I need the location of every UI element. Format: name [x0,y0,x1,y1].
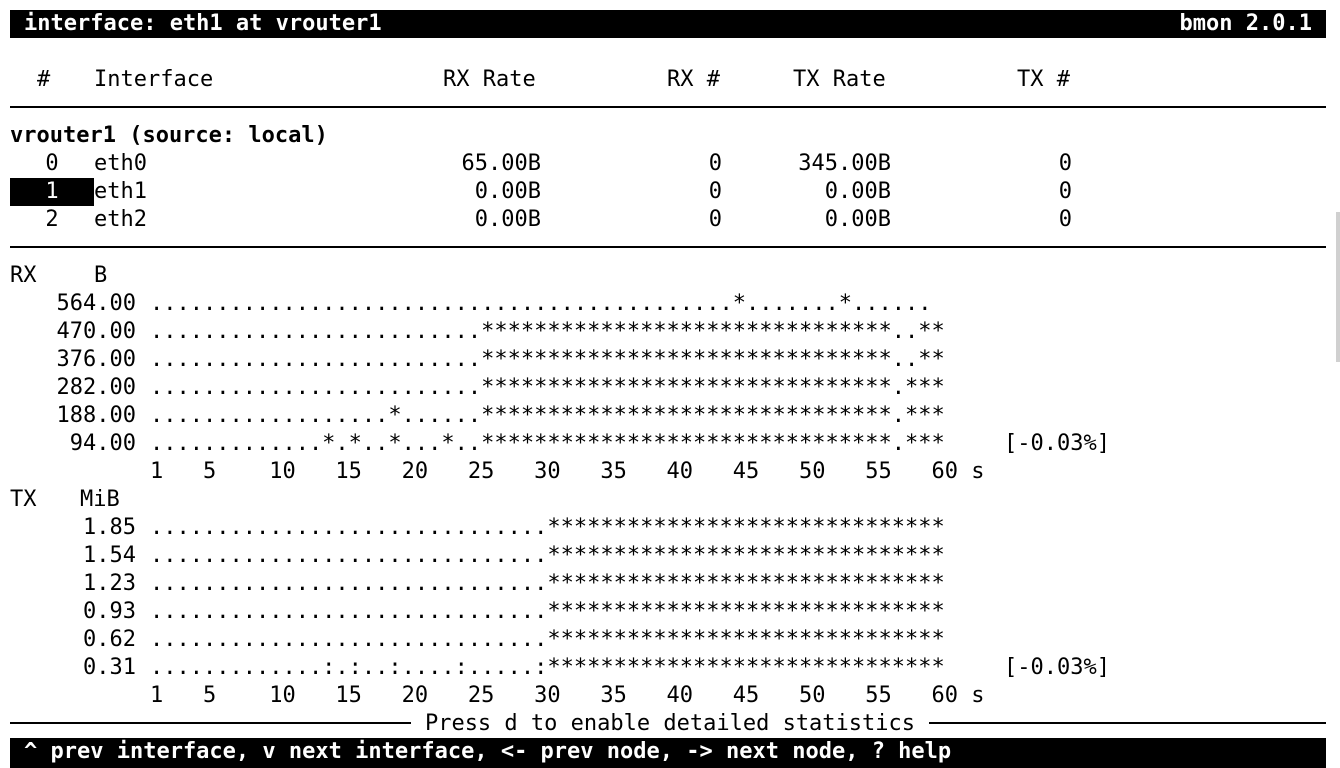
rx-graph-unit: B [94,263,108,288]
table-header: # Interface RX Rate RX # TX Rate TX # [10,66,1326,94]
interface-index: 2 [45,207,59,232]
interface-rx-count: 0 [708,151,722,176]
interface-index: 0 [45,151,59,176]
rx-y-label: 376.00 [56,347,136,372]
help-bar: ^ prev interface, v next interface, <- p… [10,738,1326,768]
interface-tx-rate: 0.00B [824,207,891,232]
hint: Press d to enable detailed statistics [0,710,1340,738]
tx-y-label: 1.54 [83,543,136,568]
rx-plot-row: ........................................… [150,291,932,316]
rx-graph-row: 282.00 .........................*********… [10,374,1326,402]
tx-graph-header: TX MiB [10,486,310,514]
tx-graph-row: 1.54 ..............................******… [10,542,1326,570]
rx-graph-row: 94.00 .............*.*..*...*..**********… [10,430,1326,458]
rx-plot-row: .............*.*..*...*..***************… [150,431,945,456]
tx-graph-row: 0.93 ..............................******… [10,598,1326,626]
tx-graph-unit: MiB [80,487,120,512]
tx-change-percent: [-0.03%] [1004,655,1110,680]
app-version: bmon 2.0.1 [1179,11,1312,36]
rx-y-label: 564.00 [56,291,136,316]
tx-graph-x-axis: 1 5 10 15 20 25 30 35 40 45 50 55 60 s [150,683,985,708]
tx-graph-row: 1.23 ..............................******… [10,570,1326,598]
tx-plot-row: ..............................**********… [150,515,945,540]
interface-rx-count: 0 [708,179,722,204]
interface-name: eth2 [94,207,147,232]
rx-plot-row: ..................*......***************… [150,403,945,428]
tx-y-label: 0.93 [83,599,136,624]
tx-graph-row: 1.85 ..............................******… [10,514,1326,542]
rx-plot-row: .........................***************… [150,319,945,344]
interface-tx-count: 0 [1058,207,1072,232]
rx-plot-row: .........................***************… [150,347,945,372]
help-text: ^ prev interface, v next interface, <- p… [24,739,952,764]
tx-y-label: 1.85 [83,515,136,540]
tx-y-label: 0.62 [83,627,136,652]
rx-graph-row: 470.00 .........................*********… [10,318,1326,346]
title-bar: interface: eth1 at vrouter1 bmon 2.0.1 [10,10,1326,38]
divider [10,106,1326,108]
tx-graph-label: TX [10,487,37,512]
rx-change-percent: [-0.03%] [1004,431,1110,456]
rx-graph-x-axis: 1 5 10 15 20 25 30 35 40 45 50 55 60 s [150,459,985,484]
rx-graph-header: RX B [10,262,310,290]
column-header-rx-rate: RX Rate [443,67,536,92]
rx-graph-row: 376.00 .........................*********… [10,346,1326,374]
interface-tx-count: 0 [1058,151,1072,176]
tx-plot-row: ..............................**********… [150,571,945,596]
tx-plot-row: ..............................**********… [150,627,945,652]
rx-graph-label: RX [10,263,37,288]
interface-tx-rate: 345.00B [798,151,891,176]
rx-graph-row: 188.00 ..................*......*********… [10,402,1326,430]
interface-name: eth0 [94,151,147,176]
column-header-tx-rate: TX Rate [793,67,886,92]
scrollbar[interactable] [1336,212,1340,362]
rx-y-label: 470.00 [56,319,136,344]
window-title: interface: eth1 at vrouter1 [24,11,382,36]
interface-rx-rate: 65.00B [461,151,541,176]
hint-text: Press d to enable detailed statistics [410,711,930,736]
interface-name: eth1 [94,179,147,204]
rx-graph-row: 564.00..................................… [10,290,1326,318]
node-label[interactable]: vrouter1 (source: local) [10,123,328,148]
column-header-tx-count: TX # [1017,67,1070,92]
tx-plot-row: ..............................**********… [150,599,945,624]
interface-row[interactable]: 0 eth0 65.00B 0 345.00B 0 [10,150,1326,178]
interface-tx-count: 0 [1058,179,1072,204]
interface-rx-count: 0 [708,207,722,232]
tx-graph-row: 0.62 ..............................******… [10,626,1326,654]
interface-row-selected[interactable]: 1 eth1 0.00B 0 0.00B 0 [10,178,1326,206]
tx-plot-row: ..............................**********… [150,543,945,568]
column-header-interface: Interface [94,67,214,92]
column-header-index: # [37,67,51,92]
tx-graph-row: 0.31 .............:.:..:....:.....:******… [10,654,1326,682]
interface-rx-rate: 0.00B [474,179,541,204]
divider [10,246,1326,248]
interface-row[interactable]: 2 eth2 0.00B 0 0.00B 0 [10,206,1326,234]
interface-index: 1 [10,178,94,206]
rx-y-label: 282.00 [56,375,136,400]
rx-y-label: 94.00 [69,431,136,456]
rx-plot-row: .........................***************… [150,375,945,400]
rx-y-label: 188.00 [56,403,136,428]
tx-y-label: 0.31 [83,655,136,680]
interface-rx-rate: 0.00B [474,207,541,232]
interface-tx-rate: 0.00B [824,179,891,204]
tx-plot-row: .............:.:..:....:.....:**********… [150,655,945,680]
tx-y-label: 1.23 [83,571,136,596]
column-header-rx-count: RX # [667,67,720,92]
